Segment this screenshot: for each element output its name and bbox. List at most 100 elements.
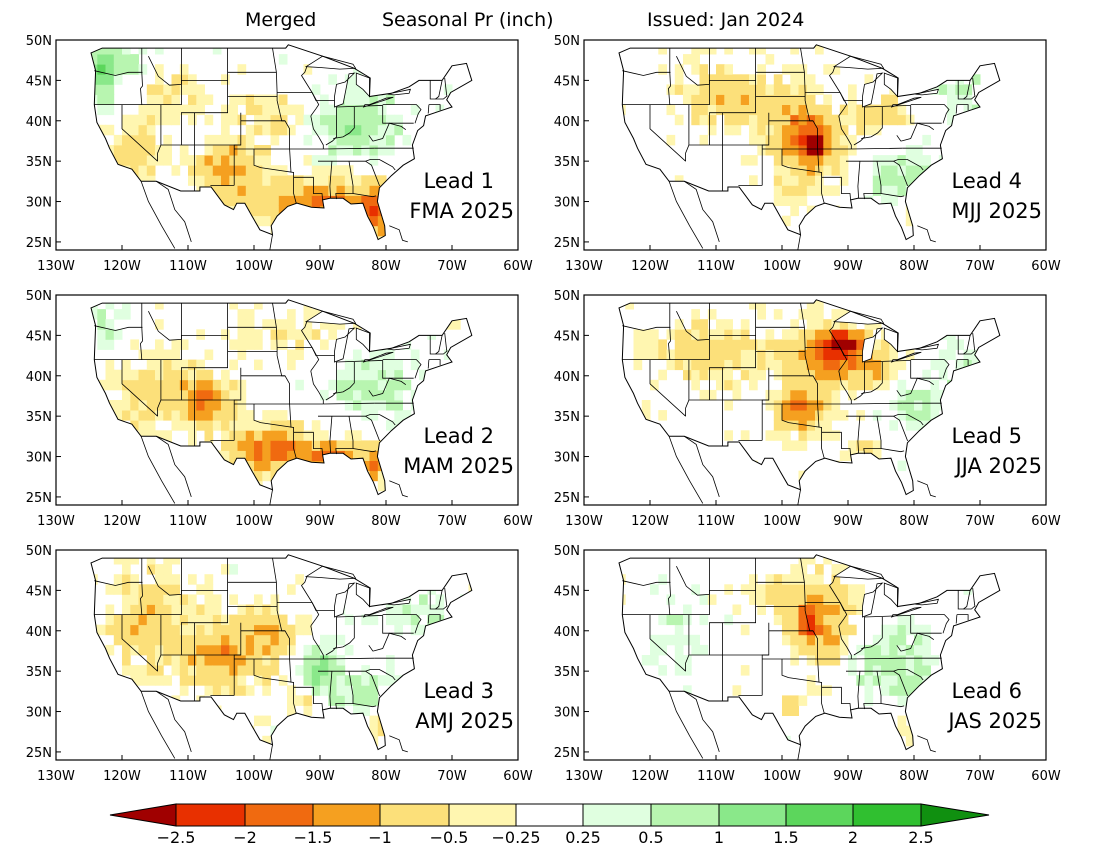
anomaly-cell bbox=[823, 644, 832, 656]
anomaly-cell bbox=[287, 319, 296, 330]
anomaly-cell bbox=[674, 339, 684, 350]
anomaly-cell bbox=[666, 84, 676, 95]
anomaly-cell bbox=[237, 134, 247, 146]
anomaly-cell bbox=[765, 339, 775, 350]
anomaly-cell bbox=[427, 634, 436, 646]
anomaly-cell bbox=[171, 644, 181, 656]
state-boundary bbox=[857, 161, 861, 199]
anomaly-cell bbox=[204, 379, 214, 391]
anomaly-cell bbox=[344, 440, 354, 451]
anomaly-cell bbox=[196, 634, 205, 646]
anomaly-cell bbox=[336, 440, 346, 451]
anomaly-cell bbox=[872, 675, 882, 686]
anomaly-cell bbox=[328, 134, 337, 146]
anomaly-cell bbox=[270, 644, 280, 656]
anomaly-cell bbox=[386, 460, 395, 472]
anomaly-cell bbox=[146, 584, 156, 595]
anomaly-cell bbox=[658, 665, 667, 676]
anomaly-cell bbox=[196, 175, 205, 186]
anomaly-cell bbox=[790, 564, 799, 575]
anomaly-cell bbox=[171, 339, 181, 350]
anomaly-cell bbox=[361, 379, 370, 391]
anomaly-cell bbox=[650, 634, 659, 646]
anomaly-cell bbox=[328, 634, 337, 646]
lat-tick-label: 25N bbox=[26, 236, 52, 251]
state-boundary bbox=[781, 149, 825, 204]
state-boundary bbox=[893, 415, 909, 441]
anomaly-cell bbox=[443, 84, 453, 95]
anomaly-cell bbox=[872, 440, 882, 451]
anomaly-cell bbox=[237, 450, 247, 461]
anomaly-cell bbox=[790, 584, 799, 595]
anomaly-cell bbox=[798, 379, 808, 391]
anomaly-cell bbox=[386, 389, 395, 401]
anomaly-cell bbox=[130, 185, 139, 196]
anomaly-cell bbox=[740, 74, 750, 85]
anomaly-cell bbox=[790, 624, 799, 636]
state-boundary bbox=[429, 80, 448, 100]
anomaly-cell bbox=[691, 84, 700, 95]
anomaly-cell bbox=[122, 564, 131, 575]
anomaly-cell bbox=[674, 695, 684, 706]
anomaly-cell bbox=[707, 44, 717, 55]
anomaly-cell bbox=[897, 185, 907, 196]
anomaly-cell bbox=[336, 165, 346, 176]
lat-tick-label: 35N bbox=[554, 410, 580, 425]
anomaly-cell bbox=[130, 369, 139, 381]
anomaly-cell bbox=[188, 705, 197, 716]
anomaly-cell bbox=[790, 705, 799, 716]
anomaly-cell bbox=[732, 74, 742, 85]
anomaly-cell bbox=[287, 359, 296, 371]
anomaly-cell bbox=[262, 145, 271, 156]
anomaly-cell bbox=[204, 665, 214, 676]
anomaly-cell bbox=[386, 745, 395, 750]
anomaly-cell bbox=[914, 665, 923, 676]
anomaly-cell bbox=[699, 389, 709, 401]
anomaly-cell bbox=[897, 715, 907, 727]
anomaly-cell bbox=[427, 614, 436, 626]
lake bbox=[862, 72, 884, 108]
anomaly-cell bbox=[674, 614, 684, 626]
anomaly-cell bbox=[320, 175, 329, 186]
anomaly-cell bbox=[344, 185, 354, 196]
anomaly-cell bbox=[369, 215, 379, 227]
anomaly-cell bbox=[188, 675, 197, 686]
anomaly-cell bbox=[303, 195, 313, 206]
anomaly-cell bbox=[806, 319, 816, 330]
anomaly-cell bbox=[353, 215, 362, 227]
anomaly-cell bbox=[848, 339, 857, 350]
anomaly-cell bbox=[914, 634, 923, 646]
anomaly-cell bbox=[97, 339, 106, 350]
anomaly-cell bbox=[320, 665, 329, 676]
anomaly-cell bbox=[179, 675, 189, 686]
anomaly-cell bbox=[922, 134, 931, 146]
anomaly-cell bbox=[212, 614, 222, 626]
colorbar-swatch bbox=[718, 803, 787, 827]
anomaly-cell bbox=[155, 430, 164, 441]
anomaly-cell bbox=[303, 440, 313, 451]
anomaly-cell bbox=[295, 379, 304, 391]
anomaly-cell bbox=[839, 329, 849, 340]
anomaly-cell bbox=[435, 490, 445, 495]
anomaly-cell bbox=[806, 74, 816, 85]
anomaly-cell bbox=[683, 685, 692, 696]
anomaly-cell bbox=[171, 655, 181, 666]
anomaly-cell bbox=[254, 614, 263, 626]
anomaly-cell bbox=[295, 695, 304, 706]
state-boundary bbox=[685, 104, 690, 162]
anomaly-cell bbox=[452, 614, 461, 626]
lon-tick-label: 90W bbox=[833, 259, 863, 274]
anomaly-cell bbox=[270, 185, 280, 196]
colorbar-swatch bbox=[379, 803, 450, 827]
anomaly-cell bbox=[699, 369, 709, 381]
anomaly-cell bbox=[806, 185, 816, 196]
state-boundary bbox=[300, 66, 313, 93]
anomaly-cell bbox=[823, 685, 832, 696]
anomaly-cell bbox=[625, 299, 634, 310]
state-boundary bbox=[323, 147, 375, 150]
anomaly-cell bbox=[872, 359, 882, 371]
anomaly-cell bbox=[245, 440, 255, 451]
anomaly-cell bbox=[666, 329, 676, 340]
anomaly-cell bbox=[806, 359, 816, 371]
anomaly-cell bbox=[130, 675, 139, 686]
